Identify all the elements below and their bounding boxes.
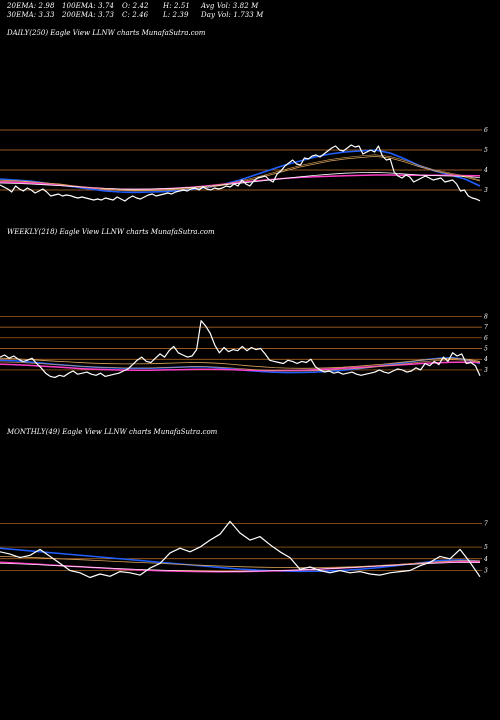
daily-y-tick-label: 3 — [484, 187, 488, 194]
daily-y-tick-label: 6 — [484, 127, 488, 134]
header-avg-vol: Avg Vol: 3.82 M — [201, 2, 259, 10]
weekly-y-tick-label: 6 — [484, 335, 488, 342]
daily-y-tick-label: 4 — [483, 167, 488, 174]
monthly-ema-line-4 — [0, 562, 481, 572]
weekly-y-tick-label: 8 — [484, 313, 488, 320]
header-ema100: 100EMA: 3.74 — [62, 2, 115, 10]
daily-chart-title: DAILY(250) Eagle View LLNW charts Munafa… — [7, 29, 206, 37]
monthly-ema-line-1 — [0, 547, 481, 573]
weekly-price-line — [0, 320, 481, 379]
monthly-y-tick-label: 3 — [484, 567, 488, 574]
daily-ema-line-5 — [0, 154, 481, 191]
header-open: O: 2.42 — [122, 2, 149, 10]
weekly-y-tick-label: 7 — [484, 324, 488, 331]
daily-price-line — [0, 144, 481, 202]
daily-chart: 6 5 4 3 — [0, 127, 488, 202]
header-ema200: 200EMA: 3.73 — [62, 11, 115, 19]
header-ema20: 20EMA: 2.98 — [7, 2, 55, 10]
monthly-price-line — [0, 520, 481, 579]
weekly-chart-title: WEEKLY(218) Eagle View LLNW charts Munaf… — [7, 228, 215, 236]
weekly-y-tick-label: 3 — [484, 367, 488, 374]
header-high: H: 2.51 — [163, 2, 190, 10]
header-low: L: 2.39 — [163, 11, 189, 19]
monthly-y-tick-label: 4 — [483, 556, 488, 563]
monthly-y-tick-label: 5 — [484, 544, 488, 551]
monthly-chart: 7 5 4 3 — [0, 520, 488, 579]
weekly-ema-line-3 — [0, 357, 481, 369]
header-day-vol: Day Vol: 1.733 M — [201, 11, 264, 19]
weekly-y-tick-label: 5 — [484, 346, 488, 353]
weekly-ema-line-2 — [0, 361, 481, 372]
monthly-chart-title: MONTHLY(49) Eagle View LLNW charts Munaf… — [7, 428, 218, 436]
header-ema30: 30EMA: 3.33 — [7, 11, 55, 19]
monthly-y-tick-label: 7 — [484, 521, 488, 528]
daily-y-tick-label: 5 — [484, 147, 488, 154]
weekly-chart: 8 7 6 5 4 3 — [0, 313, 488, 379]
daily-ema-line-1 — [0, 149, 481, 194]
header-close: C: 2.46 — [122, 11, 149, 19]
weekly-y-tick-label: 4 — [483, 356, 488, 363]
monthly-ema-line-3 — [0, 556, 481, 569]
weekly-ema-line-4 — [0, 359, 481, 372]
